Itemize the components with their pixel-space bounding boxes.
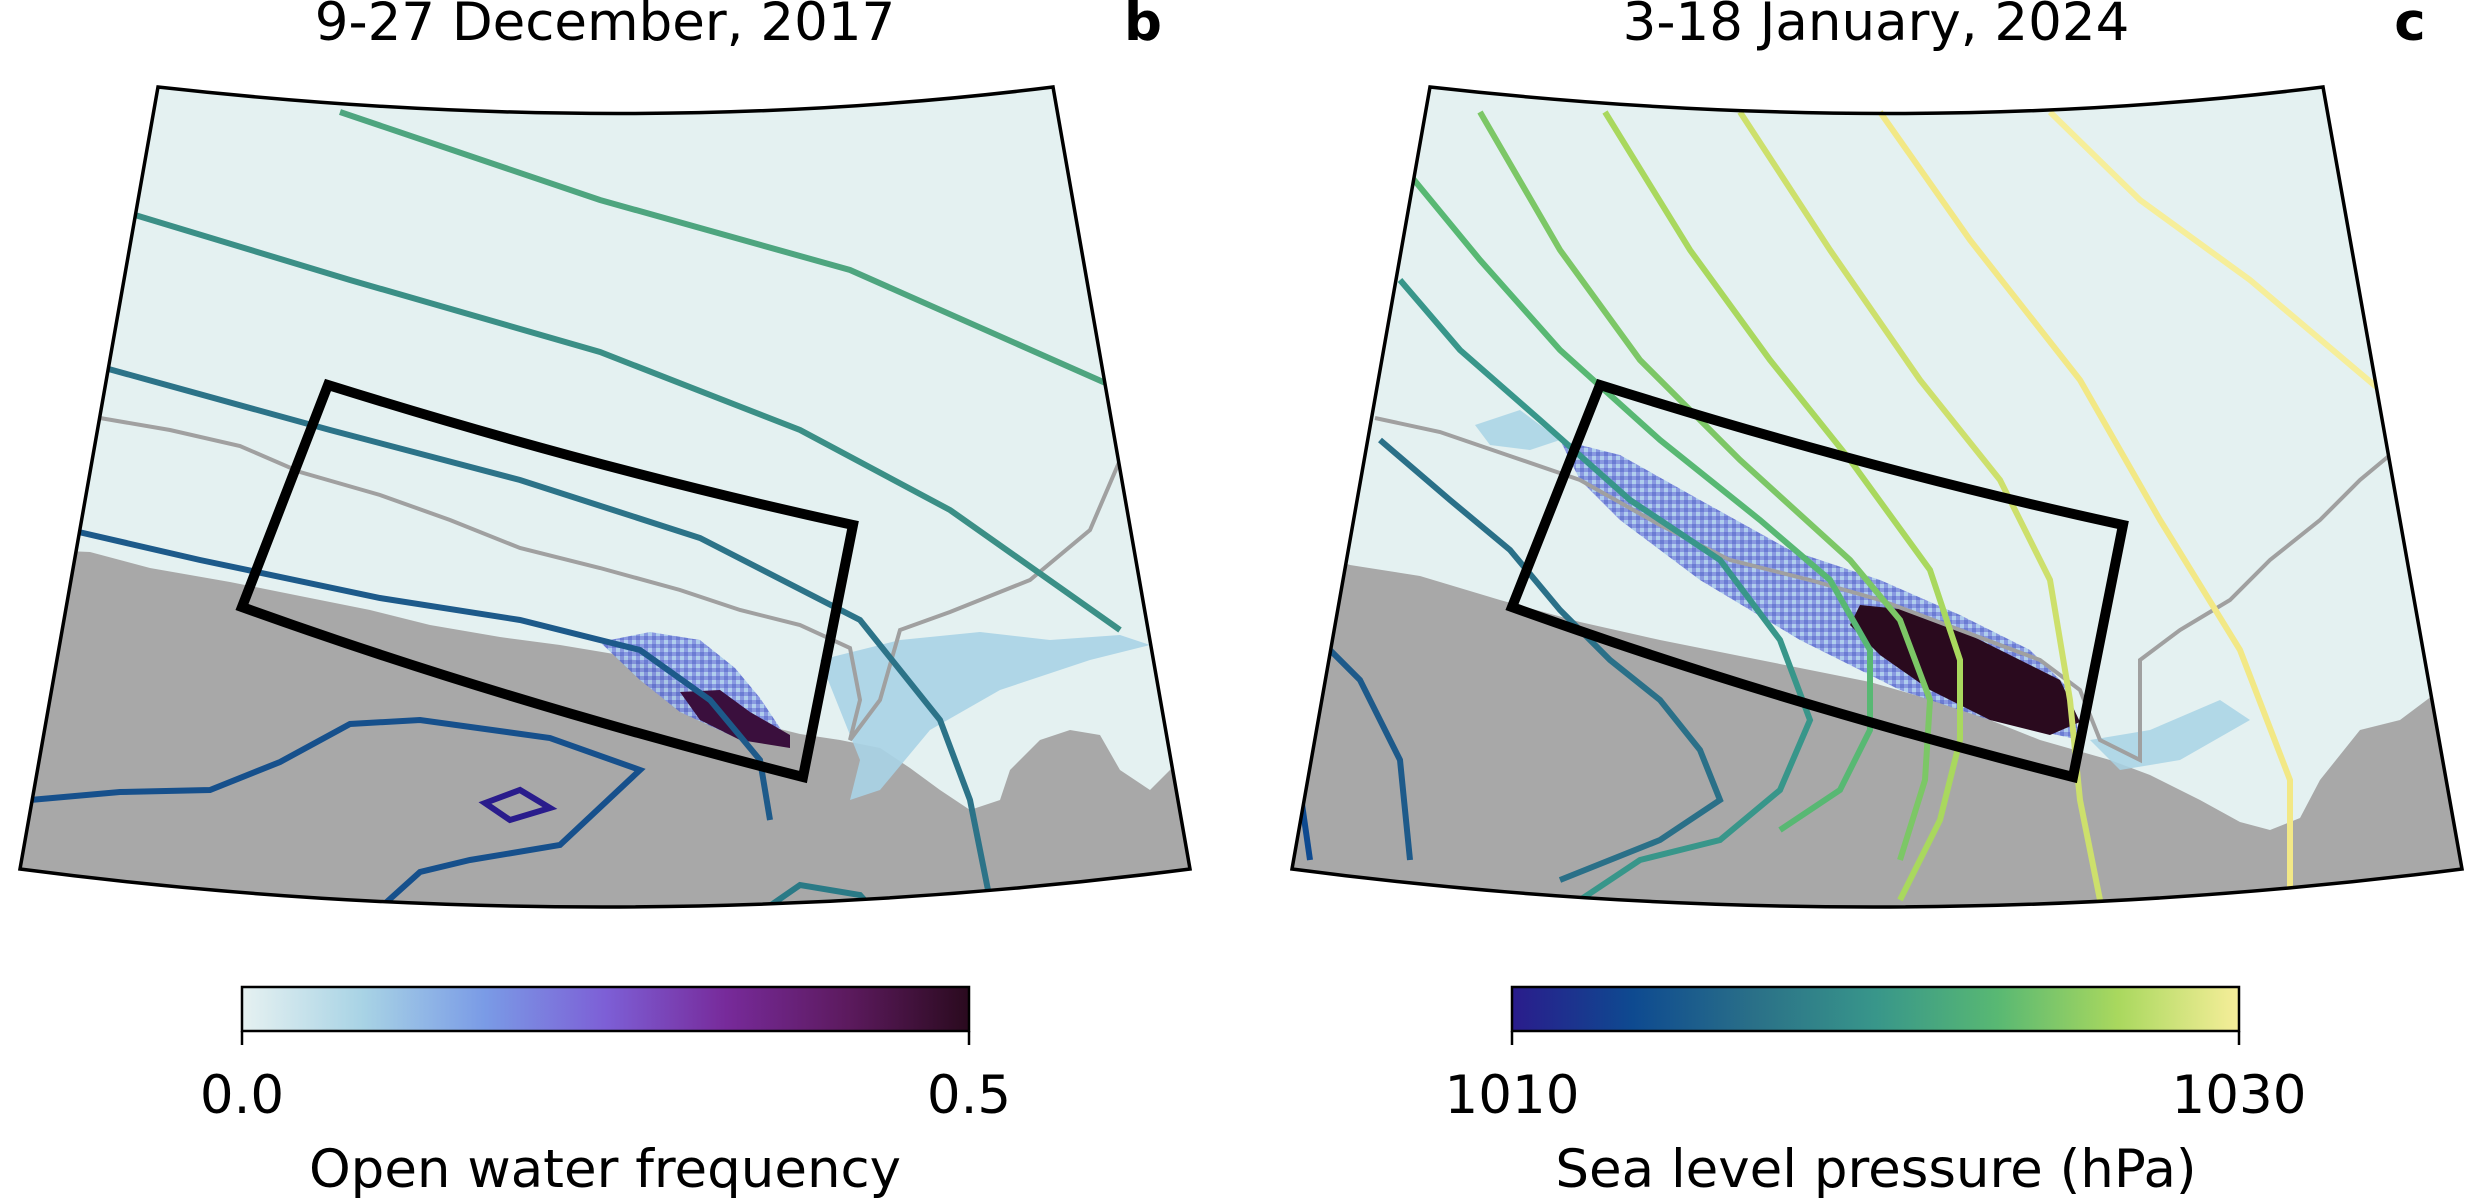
colorbar-open-water-label: Open water frequency: [309, 1139, 901, 1200]
slp-contour: [2047, 109, 2382, 393]
slp-contour: [1407, 173, 1873, 833]
colorbar-open-water-max-label: 0.5: [927, 1065, 1011, 1126]
study-box-c: [1505, 378, 2129, 784]
slp-contour: [134, 212, 1122, 633]
colorbar-slp-min-label: 1010: [1445, 1065, 1580, 1126]
slp-contour: [1378, 437, 1724, 883]
map-panel-c: 3-18 January, 2024 c: [1289, 0, 2465, 909]
panel-c-map-body: [1292, 87, 2462, 907]
open-water-scatter: [1475, 410, 2250, 770]
slp-contour: [733, 881, 903, 907]
ice-shelf-line: [1374, 416, 2392, 764]
slp-contour: [1737, 110, 2103, 901]
colorbar-open-water-min-label: 0.0: [200, 1065, 284, 1126]
map-panel-b: 9-27 December, 2017 b: [17, 0, 1193, 909]
panel-b-frame: [17, 85, 1193, 909]
slp-contour: [339, 109, 1112, 388]
panel-c-frame: [1289, 85, 2465, 909]
colorbar-open-water: 0.0 0.5 Open water frequency: [200, 985, 1011, 1200]
slp-contour: [478, 786, 558, 824]
slp-contour: [1477, 110, 1934, 861]
slp-contours: [1297, 109, 2382, 903]
panel-b-map-body: [20, 87, 1190, 907]
land-region: [1292, 540, 2462, 907]
colorbar-slp-bar: [1510, 985, 2241, 1033]
colorbar-slp: 1010 1030 Sea level pressure (hPa): [1445, 985, 2307, 1200]
slp-contour: [1397, 278, 1814, 903]
slp-contour: [104, 365, 993, 901]
panel-b-title: 9-27 December, 2017: [315, 0, 896, 53]
slp-contour: [29, 716, 646, 907]
ice-shelf-line: [99, 416, 1122, 742]
panel-c-title: 3-18 January, 2024: [1623, 0, 2130, 53]
open-water-core: [680, 690, 790, 748]
slp-contour: [1602, 110, 1963, 902]
panel-c-tag: c: [2394, 0, 2425, 53]
slp-contour: [69, 527, 773, 821]
slp-contour: [1877, 110, 2293, 900]
colorbar-slp-label: Sea level pressure (hPa): [1555, 1139, 2196, 1200]
study-box-b: [235, 378, 859, 784]
slp-contours: [29, 109, 1122, 907]
panel-b-tag: b: [1124, 0, 1162, 53]
colorbar-slp-max-label: 1030: [2172, 1065, 2307, 1126]
colorbar-open-water-bar: [240, 985, 971, 1033]
